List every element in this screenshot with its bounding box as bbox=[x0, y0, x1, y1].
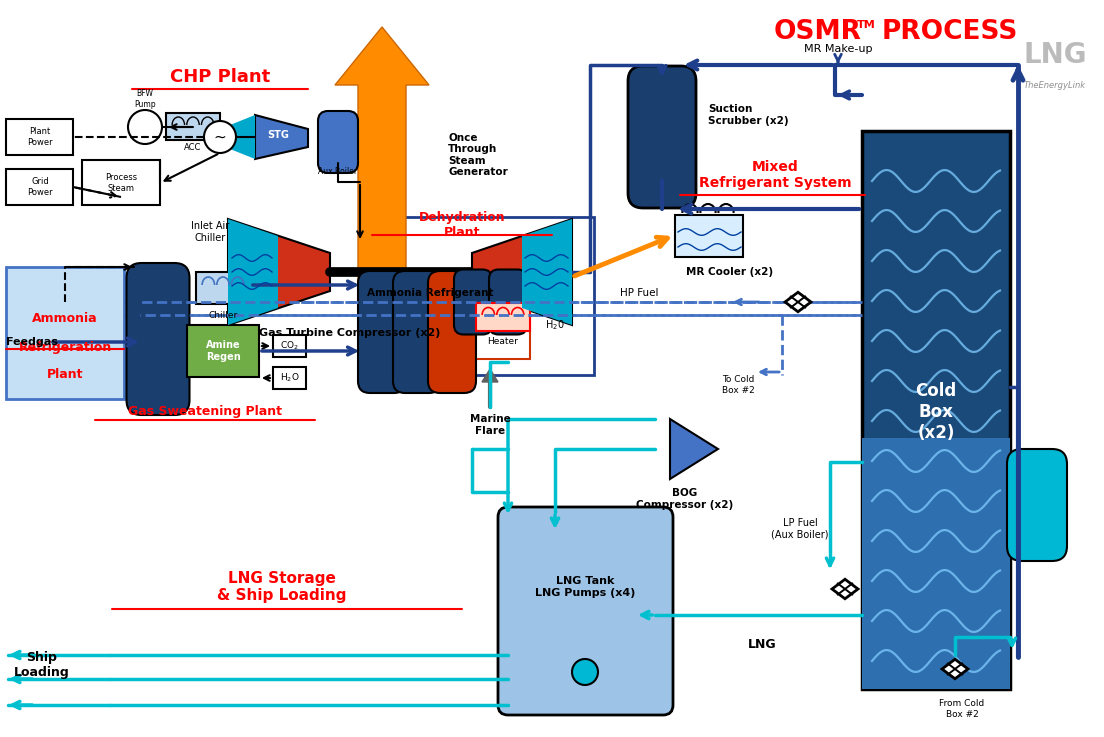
Polygon shape bbox=[473, 219, 572, 325]
Bar bbox=[862, 438, 1010, 689]
FancyBboxPatch shape bbox=[393, 271, 440, 393]
Text: TM: TM bbox=[857, 20, 875, 30]
Text: Refrigeration: Refrigeration bbox=[19, 340, 112, 354]
Polygon shape bbox=[942, 660, 968, 679]
Bar bbox=[675, 215, 743, 257]
Text: Ammonia Refrigerant: Ammonia Refrigerant bbox=[367, 288, 493, 298]
Bar bbox=[360, 74, 404, 292]
Text: STG: STG bbox=[267, 130, 289, 140]
Polygon shape bbox=[522, 219, 572, 325]
Text: Process
Steam: Process Steam bbox=[105, 173, 137, 192]
Text: H$_2$O: H$_2$O bbox=[279, 371, 299, 384]
Polygon shape bbox=[785, 293, 811, 312]
Bar bbox=[166, 113, 220, 140]
Bar bbox=[187, 325, 259, 377]
Text: LNG Storage
& Ship Loading: LNG Storage & Ship Loading bbox=[217, 570, 347, 603]
Bar bbox=[197, 272, 250, 304]
Text: Gas Sweatening Plant: Gas Sweatening Plant bbox=[128, 405, 282, 419]
Text: MR Cooler (x2): MR Cooler (x2) bbox=[687, 267, 774, 277]
Text: BFW
Pump: BFW Pump bbox=[135, 89, 156, 108]
Text: Gas Turbine Compressor (x2): Gas Turbine Compressor (x2) bbox=[259, 328, 440, 338]
Text: Plant: Plant bbox=[46, 368, 83, 382]
FancyBboxPatch shape bbox=[628, 66, 696, 208]
Text: ~: ~ bbox=[214, 130, 226, 144]
Polygon shape bbox=[230, 115, 255, 159]
Text: Once
Through
Steam
Generator: Once Through Steam Generator bbox=[448, 133, 508, 178]
Text: Ammonia: Ammonia bbox=[32, 312, 98, 326]
Polygon shape bbox=[832, 579, 858, 598]
Text: LNG: LNG bbox=[1023, 41, 1086, 69]
Text: Aux Boiler: Aux Boiler bbox=[318, 167, 358, 176]
Text: Feedgas: Feedgas bbox=[6, 337, 57, 347]
Text: BOG
Compressor (x2): BOG Compressor (x2) bbox=[636, 488, 734, 510]
Bar bbox=[273, 335, 306, 357]
Bar bbox=[476, 303, 530, 331]
Polygon shape bbox=[670, 419, 718, 479]
Bar bbox=[6, 119, 73, 155]
Text: CO$_2$: CO$_2$ bbox=[280, 340, 299, 352]
Text: TheEnergyLink: TheEnergyLink bbox=[1023, 80, 1086, 89]
Text: HP Fuel: HP Fuel bbox=[620, 288, 658, 298]
Polygon shape bbox=[255, 115, 308, 159]
Text: From Cold
Box #2: From Cold Box #2 bbox=[940, 699, 985, 719]
Bar bbox=[82, 160, 160, 205]
Text: MR Make-up: MR Make-up bbox=[804, 44, 872, 54]
FancyBboxPatch shape bbox=[1007, 449, 1066, 561]
Text: Grid
Power: Grid Power bbox=[28, 178, 53, 197]
Polygon shape bbox=[229, 219, 278, 325]
Text: LP Fuel
(Aux Boiler): LP Fuel (Aux Boiler) bbox=[772, 518, 829, 539]
Text: Cold
Box
(x2): Cold Box (x2) bbox=[915, 383, 957, 441]
FancyBboxPatch shape bbox=[498, 507, 673, 715]
FancyBboxPatch shape bbox=[358, 271, 406, 393]
FancyBboxPatch shape bbox=[489, 270, 527, 335]
Circle shape bbox=[572, 659, 598, 685]
Text: CHP Plant: CHP Plant bbox=[170, 68, 270, 86]
Circle shape bbox=[128, 110, 162, 144]
Polygon shape bbox=[482, 369, 498, 382]
Text: H$_2$0: H$_2$0 bbox=[545, 318, 565, 332]
FancyBboxPatch shape bbox=[127, 263, 190, 415]
Text: To Cold
Box #2: To Cold Box #2 bbox=[722, 375, 754, 395]
Bar bbox=[362, 217, 594, 375]
FancyBboxPatch shape bbox=[318, 111, 358, 173]
Text: Dehydration
Plant: Dehydration Plant bbox=[418, 211, 506, 239]
Text: Suction
Scrubber (x2): Suction Scrubber (x2) bbox=[708, 104, 788, 126]
Text: Inlet Air
Chiller: Inlet Air Chiller bbox=[191, 221, 230, 242]
Text: Ship
Loading: Ship Loading bbox=[14, 651, 70, 679]
Text: Heater: Heater bbox=[488, 337, 519, 346]
Text: Amine
Regen: Amine Regen bbox=[205, 340, 241, 362]
Text: ACC: ACC bbox=[184, 144, 202, 153]
Circle shape bbox=[204, 121, 236, 153]
Bar bbox=[6, 169, 73, 205]
Polygon shape bbox=[229, 219, 330, 325]
Text: Mixed
Refrigerant System: Mixed Refrigerant System bbox=[699, 160, 851, 190]
Text: PROCESS: PROCESS bbox=[882, 19, 1018, 45]
Text: Marine
Flare: Marine Flare bbox=[469, 414, 510, 436]
Bar bbox=[273, 367, 306, 389]
Text: Chiller: Chiller bbox=[209, 310, 237, 320]
Bar bbox=[862, 131, 1010, 689]
Bar bbox=[6, 267, 124, 399]
Text: LNG: LNG bbox=[747, 638, 776, 652]
Polygon shape bbox=[335, 27, 429, 292]
Text: Plant
Power: Plant Power bbox=[28, 128, 53, 147]
Text: LNG Tank
LNG Pumps (x4): LNG Tank LNG Pumps (x4) bbox=[534, 576, 635, 598]
Text: OSMR: OSMR bbox=[774, 19, 862, 45]
FancyBboxPatch shape bbox=[454, 270, 492, 335]
FancyBboxPatch shape bbox=[428, 271, 476, 393]
